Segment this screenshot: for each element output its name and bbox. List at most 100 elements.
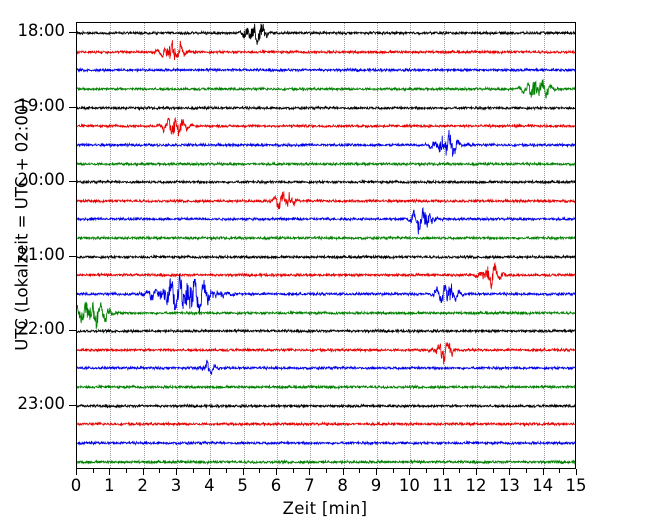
y-axis-tick	[69, 32, 76, 34]
x-axis-minor-tick	[159, 469, 161, 473]
grid-line-vertical	[377, 23, 378, 468]
y-axis-title: UTC (Lokalzeit = UTC + 02:00)	[12, 98, 32, 351]
x-axis-tick-label: 3	[170, 476, 182, 495]
x-axis-tick-label: 7	[304, 476, 315, 495]
x-axis-minor-tick	[259, 469, 261, 473]
x-axis-tick-label: 9	[370, 476, 382, 495]
x-axis-tick	[509, 469, 511, 475]
plot-area	[76, 22, 576, 469]
x-axis-tick-label: 12	[465, 476, 487, 495]
x-axis-tick-label: 0	[70, 476, 82, 495]
y-axis-tick	[69, 330, 76, 332]
seismic-trace	[77, 346, 575, 390]
x-axis-minor-tick	[92, 469, 94, 473]
x-axis-tick	[109, 469, 111, 475]
x-axis-tick-label: 13	[498, 476, 520, 495]
grid-line-vertical	[510, 23, 512, 468]
seismic-trace	[77, 253, 575, 297]
seismic-trace	[77, 104, 575, 148]
grid-line-vertical	[210, 23, 212, 468]
x-axis-tick	[476, 469, 477, 475]
x-axis-tick	[542, 469, 544, 475]
x-axis-minor-tick	[192, 469, 194, 473]
x-axis-tick-label: 4	[204, 476, 215, 495]
y-axis-tick-label: 21:00	[17, 244, 65, 264]
y-axis-tick-label: 22:00	[17, 319, 65, 339]
x-axis-tick	[76, 469, 77, 475]
x-axis-tick-label: 1	[104, 476, 115, 495]
x-axis-minor-tick	[126, 469, 127, 473]
y-axis-tick	[69, 404, 76, 406]
grid-line-vertical	[543, 23, 545, 468]
grid-line-horizontal	[77, 331, 575, 332]
x-axis-minor-tick	[459, 469, 461, 473]
seismic-trace	[77, 30, 575, 74]
x-axis-minor-tick	[426, 469, 427, 473]
x-axis-minor-tick	[392, 469, 394, 473]
seismic-trace	[77, 216, 575, 260]
x-axis-tick-label: 14	[532, 476, 554, 495]
grid-line-vertical	[143, 23, 145, 468]
grid-line-vertical	[343, 23, 345, 468]
x-axis-tick	[376, 469, 377, 475]
seismic-trace	[77, 421, 575, 465]
x-axis-tick-label: 8	[337, 476, 348, 495]
seismic-trace	[77, 67, 575, 111]
x-axis-tick	[409, 469, 411, 475]
grid-line-horizontal	[77, 257, 575, 258]
grid-line-vertical	[243, 23, 245, 468]
grid-line-horizontal	[77, 406, 575, 407]
seismic-trace	[77, 328, 575, 372]
y-axis-tick	[69, 255, 76, 257]
x-axis-tick-label: 6	[270, 476, 282, 495]
x-axis-minor-tick	[326, 469, 327, 473]
grid-line-vertical	[177, 23, 178, 468]
x-axis-tick	[142, 469, 144, 475]
seismic-trace	[77, 142, 575, 186]
grid-line-vertical	[410, 23, 412, 468]
seismic-trace	[77, 123, 575, 167]
x-axis-minor-tick	[526, 469, 527, 473]
x-axis-tick-label: 2	[137, 476, 148, 495]
seismic-trace	[77, 48, 575, 92]
x-axis-minor-tick	[559, 469, 561, 473]
x-axis-tick	[176, 469, 177, 475]
grid-line-vertical	[477, 23, 478, 468]
seismic-trace	[77, 365, 575, 409]
y-axis-tick	[69, 181, 76, 183]
grid-line-horizontal	[77, 182, 575, 183]
x-axis-tick-label: 11	[432, 476, 454, 495]
x-axis-minor-tick	[226, 469, 227, 473]
y-axis-tick-label: 19:00	[17, 95, 65, 115]
x-axis-title: Zeit [min]	[282, 499, 368, 518]
grid-line-horizontal	[77, 108, 575, 109]
y-axis-tick-label: 23:00	[17, 393, 65, 413]
x-axis-minor-tick	[292, 469, 294, 473]
x-axis-tick	[309, 469, 311, 475]
y-axis-tick-label: 20:00	[17, 170, 65, 190]
seismic-trace	[77, 272, 575, 316]
grid-line-vertical	[110, 23, 112, 468]
seismic-trace	[77, 179, 575, 223]
x-axis-tick-label: 10	[398, 476, 420, 495]
seismic-trace	[77, 402, 575, 446]
x-axis-tick	[342, 469, 344, 475]
x-axis-tick	[209, 469, 211, 475]
seismic-trace	[77, 197, 575, 241]
seismic-trace	[77, 23, 575, 55]
seismic-trace	[77, 440, 575, 468]
y-axis-tick	[69, 106, 76, 108]
grid-line-vertical	[443, 23, 445, 468]
grid-line-vertical	[277, 23, 278, 468]
x-axis-tick-label: 15	[565, 476, 587, 495]
x-axis-minor-tick	[359, 469, 361, 473]
x-axis-tick	[276, 469, 277, 475]
x-axis-minor-tick	[492, 469, 494, 473]
x-axis-tick	[442, 469, 444, 475]
y-axis-tick-label: 18:00	[17, 21, 65, 41]
x-axis-tick	[576, 469, 577, 475]
x-axis-tick-label: 5	[237, 476, 248, 495]
grid-line-vertical	[310, 23, 312, 468]
grid-line-horizontal	[77, 33, 575, 34]
